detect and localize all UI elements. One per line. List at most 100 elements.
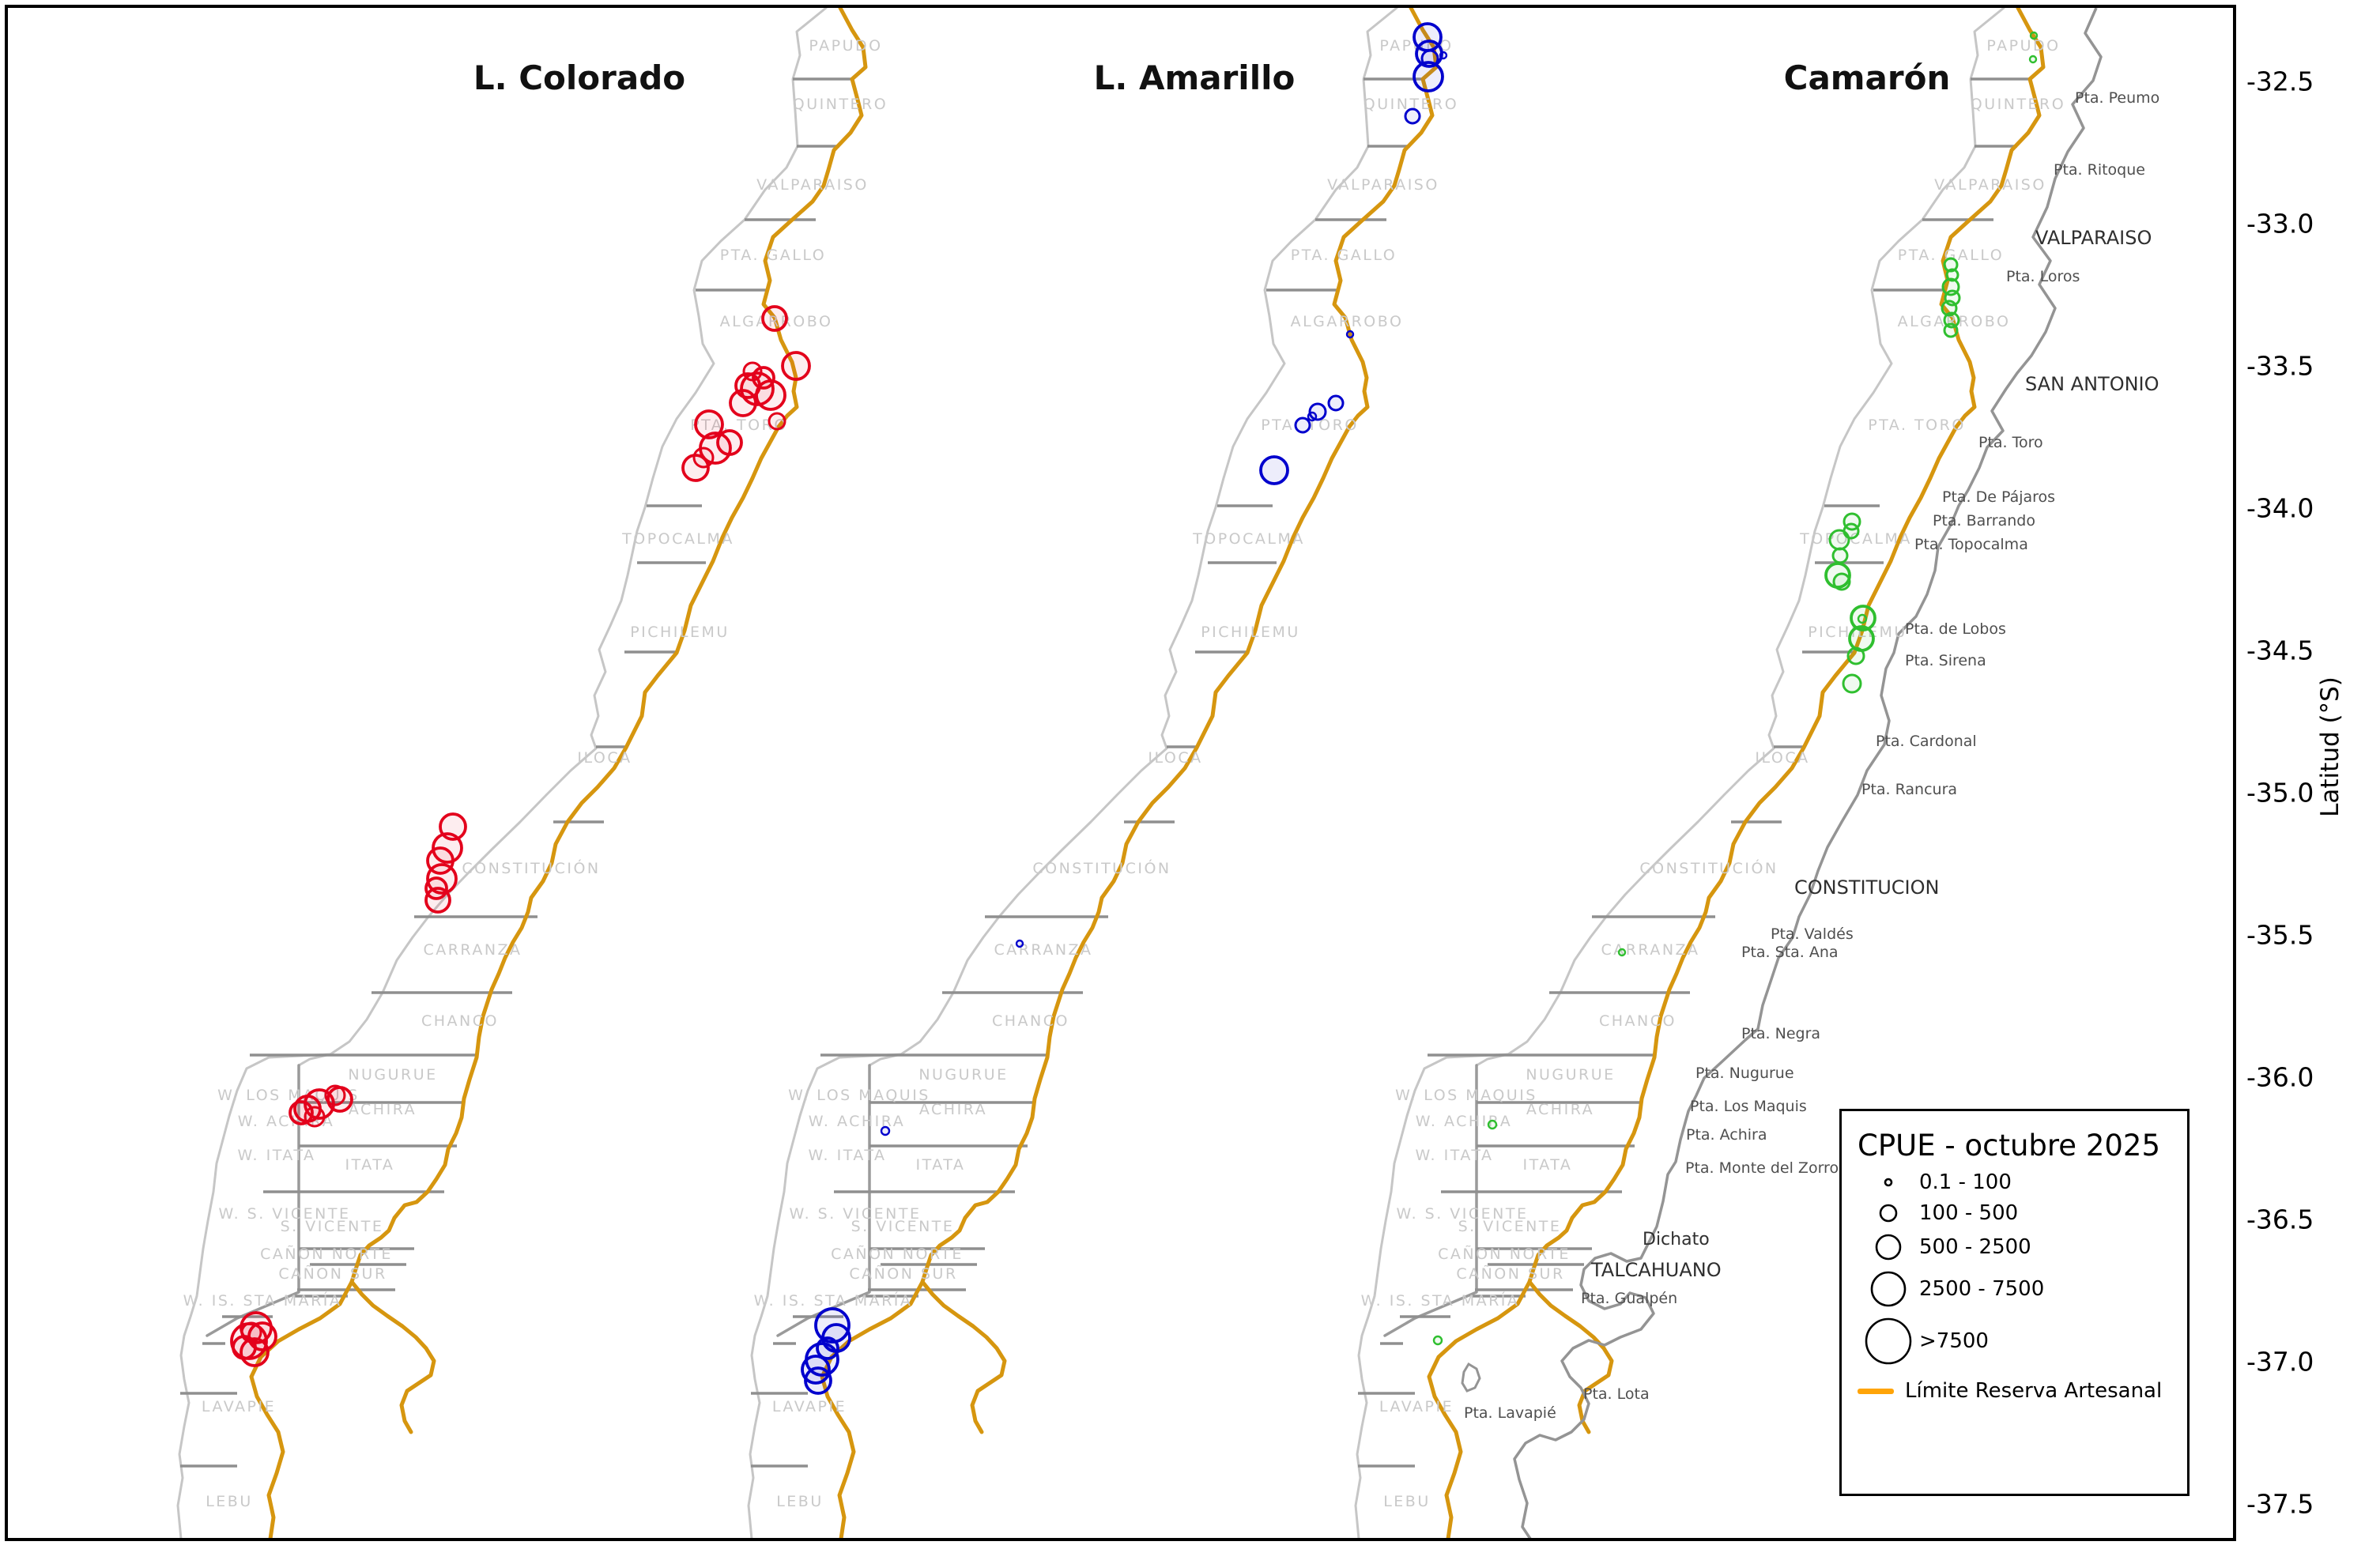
legend-size-row: 100 - 500: [1858, 1201, 2187, 1225]
zone-label: PTA. TORO: [690, 416, 788, 434]
zone-label: W. ACHIRA: [809, 1113, 905, 1130]
cpue-marker: [1848, 625, 1875, 652]
offshore-zone-boundary: [1354, 1053, 1510, 1540]
cpue-marker: [692, 447, 715, 469]
latitude-tick-label: -37.0: [2246, 1347, 2314, 1378]
zone-west-boundary: [297, 6, 828, 1067]
legend-size-label: 500 - 2500: [1919, 1235, 2031, 1259]
panel-title-amarillo: L. Amarillo: [1093, 58, 1296, 97]
coast-point-label: Pta. Topocalma: [1914, 536, 2028, 553]
legend-size-row: >7500: [1858, 1316, 2187, 1366]
legend-size-label: 100 - 500: [1919, 1201, 2019, 1225]
zone-label: PAPUDO: [809, 37, 882, 55]
cpue-marker: [2029, 31, 2039, 40]
coast-point-label: Pta. Lota: [1583, 1385, 1650, 1403]
coast-point-label: Pta. Negra: [1741, 1025, 1820, 1042]
offshore-zone-boundary: [747, 1053, 903, 1540]
zone-label: PTA. GALLO: [720, 247, 827, 264]
cpue-marker: [324, 1084, 346, 1106]
legend-title: CPUE - octubre 2025: [1858, 1129, 2160, 1163]
zone-label: CAÑON SUR: [849, 1264, 957, 1283]
panel-title-camaron: Camarón: [1783, 58, 1951, 97]
reserve-limit-line: [249, 1280, 354, 1541]
city-label: VALPARAISO: [2035, 227, 2152, 249]
coast-point-label: Pta. Nugurue: [1695, 1065, 1794, 1082]
cpue-marker: [1945, 268, 1959, 282]
zone-label: CAÑON SUR: [1456, 1264, 1564, 1283]
zone-label: TOPOCALMA: [1799, 530, 1912, 548]
zone-label: W. S. VICENTE: [218, 1205, 350, 1223]
legend-reserve-row: Límite Reserva Artesanal: [1858, 1379, 2187, 1403]
cpue-marker: [1439, 51, 1448, 60]
zone-label: W. LOS MAQUIS: [788, 1087, 930, 1104]
latitude-tick-label: -35.5: [2246, 920, 2314, 951]
cpue-marker: [1307, 411, 1318, 422]
zone-label: ACHIRA: [919, 1101, 987, 1118]
zone-label: ALGARROBO: [1291, 313, 1404, 330]
map-panel-amarillo: PAPUDO QUINTERO VALPARAISO PTA. GALLO ALGARR…: [747, 6, 1458, 1541]
zone-label: CARRANZA: [423, 941, 522, 959]
cpue-marker: [1842, 673, 1862, 694]
zone-label: W. ACHIRA: [1416, 1113, 1512, 1130]
cpue-marker: [1943, 322, 1959, 338]
zone-label: CAÑON NORTE: [831, 1245, 964, 1263]
latitude-tick-label: -34.0: [2246, 493, 2314, 524]
zone-label: CHANCO: [421, 1012, 499, 1030]
zone-label: TOPOCALMA: [621, 530, 734, 548]
cpue-marker: [240, 1321, 262, 1344]
zone-label: CAÑON NORTE: [260, 1245, 393, 1263]
zone-label: W. ACHIRA: [238, 1113, 334, 1130]
cpue-marker: [1832, 572, 1851, 591]
zone-label: W. ITATA: [808, 1147, 886, 1164]
coast-point-label: Pta. De Pájaros: [1942, 488, 2055, 506]
cpue-marker: [1327, 394, 1345, 412]
city-label: SAN ANTONIO: [2025, 373, 2159, 395]
offshore-zone-boundary: [176, 1053, 332, 1540]
cpue-marker: [1846, 646, 1865, 665]
latitude-tick-label: -33.5: [2246, 351, 2314, 382]
latitude-tick-label: -33.0: [2246, 209, 2314, 239]
cpue-marker: [768, 412, 786, 431]
zone-label: PICHILEMU: [630, 624, 730, 641]
cpue-marker: [1941, 300, 1958, 317]
reserve-limit-line: [820, 1280, 925, 1541]
zone-label: QUINTERO: [1364, 96, 1458, 113]
zone-label: LEBU: [776, 1493, 824, 1510]
zone-label: VALPARAISO: [1934, 176, 2046, 194]
cpue-marker: [1294, 416, 1311, 434]
zone-label: W. IS. STA MARÍA: [183, 1291, 342, 1310]
zone-label: CONSTITUCIÓN: [1032, 858, 1171, 877]
zone-label: ACHIRA: [1526, 1101, 1594, 1118]
zone-label: LAVAPIE: [1379, 1398, 1454, 1415]
coast-point-label: Pta. Loros: [2006, 268, 2080, 285]
cpue-marker: [1404, 107, 1421, 125]
zone-label: VALPARAISO: [756, 176, 869, 194]
zone-label: CONSTITUCIÓN: [462, 858, 600, 877]
coast-point-label: Pta. Gualpén: [1581, 1290, 1677, 1307]
zone-label: S. VICENTE: [281, 1218, 384, 1235]
zone-label: ALGARROBO: [1898, 313, 2011, 330]
cpue-marker: [289, 1100, 314, 1125]
cpue-marker: [1831, 547, 1849, 564]
latitude-tick-label: -35.0: [2246, 778, 2314, 808]
zone-label: NUGURUE: [918, 1066, 1008, 1084]
zone-label: ILOCA: [1148, 749, 1202, 767]
coast-point-label: Pta. Ritoque: [2054, 161, 2145, 179]
plot-border: [5, 5, 2236, 1541]
cpue-marker: [694, 409, 724, 439]
offshore-zone-column: [206, 1064, 300, 1337]
zone-label: W. LOS MAQUIS: [1395, 1087, 1537, 1104]
reserve-limit-line: [349, 6, 868, 1284]
coast-point-label: Pta. Rancura: [1861, 781, 1957, 798]
santa-maria-island: [1461, 1362, 1481, 1393]
legend-size-classes: 0.1 - 100 100 - 500 500 - 2500 2500 - 7500 >…: [1858, 1170, 2187, 1366]
legend-size-row: 500 - 2500: [1858, 1232, 2187, 1262]
zone-label: W. ITATA: [1415, 1147, 1493, 1164]
zone-label: W. IS. STA MARÍA: [1361, 1291, 1520, 1310]
zone-label: LEBU: [1383, 1493, 1431, 1510]
zone-label: PTA. GALLO: [1898, 247, 2005, 264]
legend-size-label: 2500 - 7500: [1919, 1277, 2045, 1301]
cpue-marker: [1943, 257, 1959, 273]
